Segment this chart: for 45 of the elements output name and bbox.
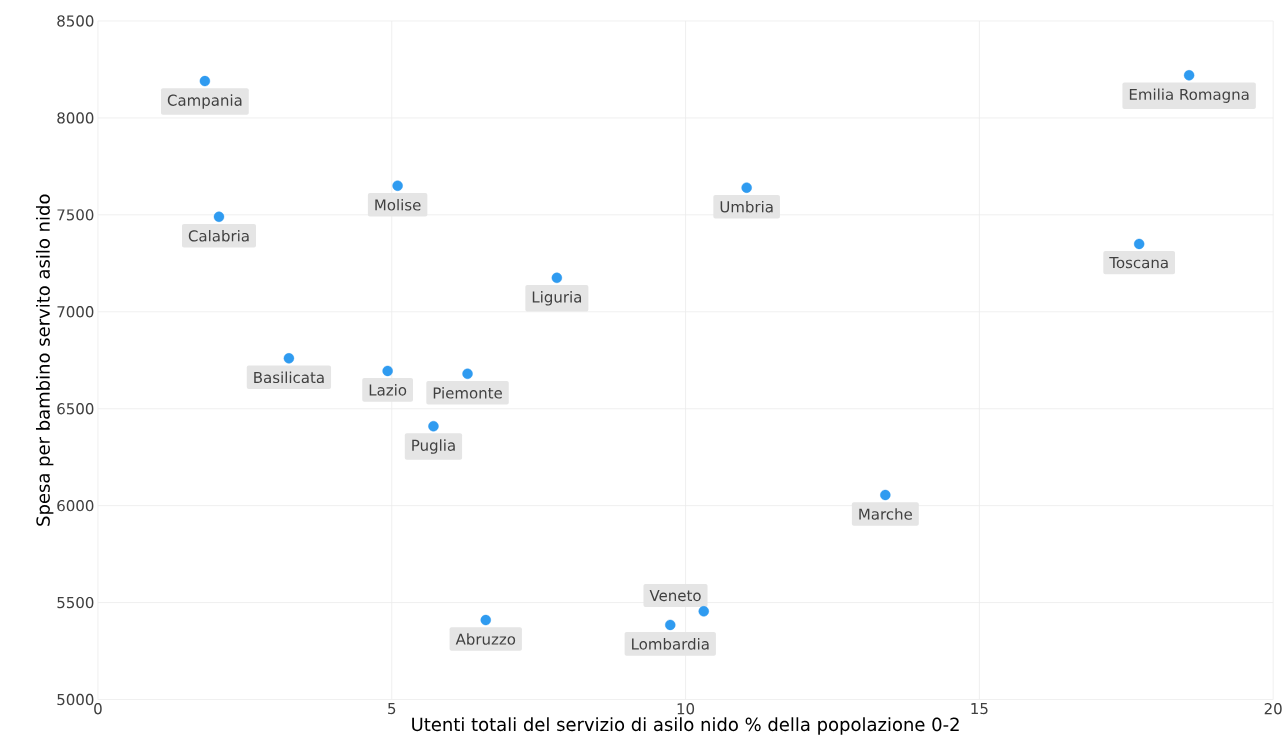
x-tick-label: 15 xyxy=(971,702,988,714)
x-tick-label: 20 xyxy=(1264,702,1282,715)
annotation: Basilicata xyxy=(254,371,324,383)
point xyxy=(428,420,439,432)
annotation: Marche xyxy=(859,507,912,520)
y-tick-label: 6000 xyxy=(57,499,94,512)
point xyxy=(392,180,403,191)
annotation: Molise xyxy=(375,198,421,211)
point xyxy=(283,352,295,364)
point xyxy=(462,368,473,379)
x-tick-label: 0 xyxy=(94,702,102,715)
annotation: Lombardia xyxy=(632,637,709,650)
y-tick-label: 8500 xyxy=(57,15,94,27)
x-tick-label: 5 xyxy=(388,702,396,714)
point xyxy=(213,211,225,222)
point xyxy=(698,605,709,617)
annotation: Liguria xyxy=(532,290,582,306)
annotation: Emilia Romagna xyxy=(1129,88,1249,103)
point xyxy=(199,75,211,87)
annotation: Campania xyxy=(167,94,242,109)
annotation: Abruzzo xyxy=(455,633,516,645)
x-axis-title: Utenti totali del servizio di asilo nido % della popolazione 0-2 xyxy=(412,717,959,735)
y-tick-label: 5500 xyxy=(57,596,94,609)
annotation: Lazio xyxy=(369,383,407,396)
point xyxy=(382,365,393,376)
y-tick-label: 8000 xyxy=(57,112,94,124)
y-tick-label: 7000 xyxy=(57,305,94,318)
y-tick-label: 5000 xyxy=(57,693,94,705)
point xyxy=(665,619,676,630)
point xyxy=(1183,69,1195,81)
annotation: Toscana xyxy=(1109,256,1168,269)
y-tick-label: 7500 xyxy=(57,208,94,221)
point xyxy=(741,182,752,193)
point xyxy=(480,614,491,625)
y-axis-title: Spesa per bambino servito asilo nido xyxy=(35,194,54,526)
annotation: Puglia xyxy=(412,439,455,454)
annotation: Umbria xyxy=(720,200,773,213)
point xyxy=(880,489,891,500)
point xyxy=(551,272,563,283)
x-tick-label: 10 xyxy=(677,702,695,715)
annotation: Calabria xyxy=(188,229,249,242)
annotation: Piemonte xyxy=(433,386,502,399)
point xyxy=(1133,238,1145,249)
annotation: Veneto xyxy=(649,589,701,601)
y-tick-label: 6500 xyxy=(57,402,94,415)
